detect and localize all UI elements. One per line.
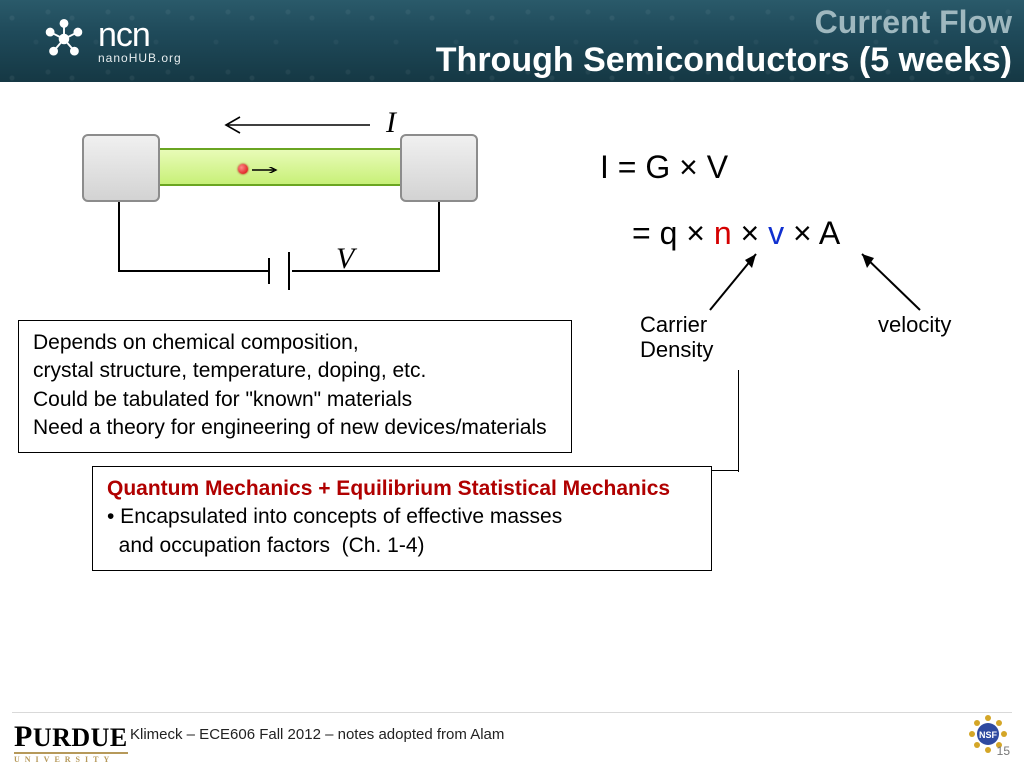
annotation-carrier-density: Carrier Density (640, 312, 713, 363)
electron-arrow-icon (252, 167, 282, 173)
slide-footer: PURDUE UNIVERSITY Klimeck – ECE606 Fall … (0, 712, 1024, 760)
eq-token: = (609, 149, 645, 185)
box2-heading: Quantum Mechanics + Equilibrium Statisti… (107, 475, 697, 503)
annotation-text: Carrier Density (640, 312, 713, 362)
slide-title: Current Flow Through Semiconductors (5 w… (436, 4, 1012, 80)
wire (118, 202, 120, 272)
nanohub-logo: ncn nanoHUB.org (38, 13, 182, 70)
box2-bullet-cont: and occupation factors (Ch. 1-4) (107, 532, 697, 560)
purdue-wordmark: PURDUE (14, 720, 128, 754)
circuit-diagram: I V (60, 110, 480, 300)
right-contact-block (400, 134, 478, 202)
footer-divider (12, 712, 1012, 713)
box2-bullet: • Encapsulated into concepts of effectiv… (107, 503, 697, 531)
wire (438, 202, 440, 272)
connector-line (712, 470, 738, 471)
equation-IGV: I = G × V (600, 140, 840, 194)
box1-line: crystal structure, temperature, doping, … (33, 357, 557, 385)
logo-domain: nanoHUB.org (98, 52, 182, 64)
depends-on-box: Depends on chemical composition, crystal… (18, 320, 572, 453)
title-line1: Current Flow (436, 4, 1012, 41)
connector-line (738, 370, 739, 472)
logo-brand: ncn (98, 18, 182, 52)
eq-token: × (670, 149, 706, 185)
box1-line: Depends on chemical composition, (33, 329, 557, 357)
electron-dot (238, 164, 248, 174)
page-number: 15 (997, 744, 1010, 758)
logo-text: ncn nanoHUB.org (98, 18, 182, 64)
eq-token: V (707, 149, 728, 185)
quantum-mechanics-box: Quantum Mechanics + Equilibrium Statisti… (92, 466, 712, 571)
current-label: I (386, 106, 396, 140)
svg-text:NSF: NSF (979, 730, 998, 740)
voltage-label: V (336, 242, 354, 276)
current-arrow-icon (210, 110, 380, 140)
footer-credit: Klimeck – ECE606 Fall 2012 – notes adopt… (130, 726, 504, 743)
battery-plate (288, 252, 290, 290)
eq-token: I (600, 149, 609, 185)
ncn-mark-icon (38, 13, 90, 70)
title-line2: Through Semiconductors (5 weeks) (436, 41, 1012, 80)
battery-plate (268, 258, 270, 284)
annotation-velocity: velocity (878, 312, 951, 338)
eq-token: G (645, 149, 670, 185)
left-contact-block (82, 134, 160, 202)
wire (292, 270, 440, 272)
wire (118, 270, 268, 272)
slide-header: ncn nanoHUB.org Current Flow Through Sem… (0, 0, 1024, 82)
box1-line: Could be tabulated for "known" materials (33, 386, 557, 414)
box1-line: Need a theory for engineering of new dev… (33, 414, 557, 442)
purdue-logo: PURDUE UNIVERSITY (14, 720, 128, 764)
